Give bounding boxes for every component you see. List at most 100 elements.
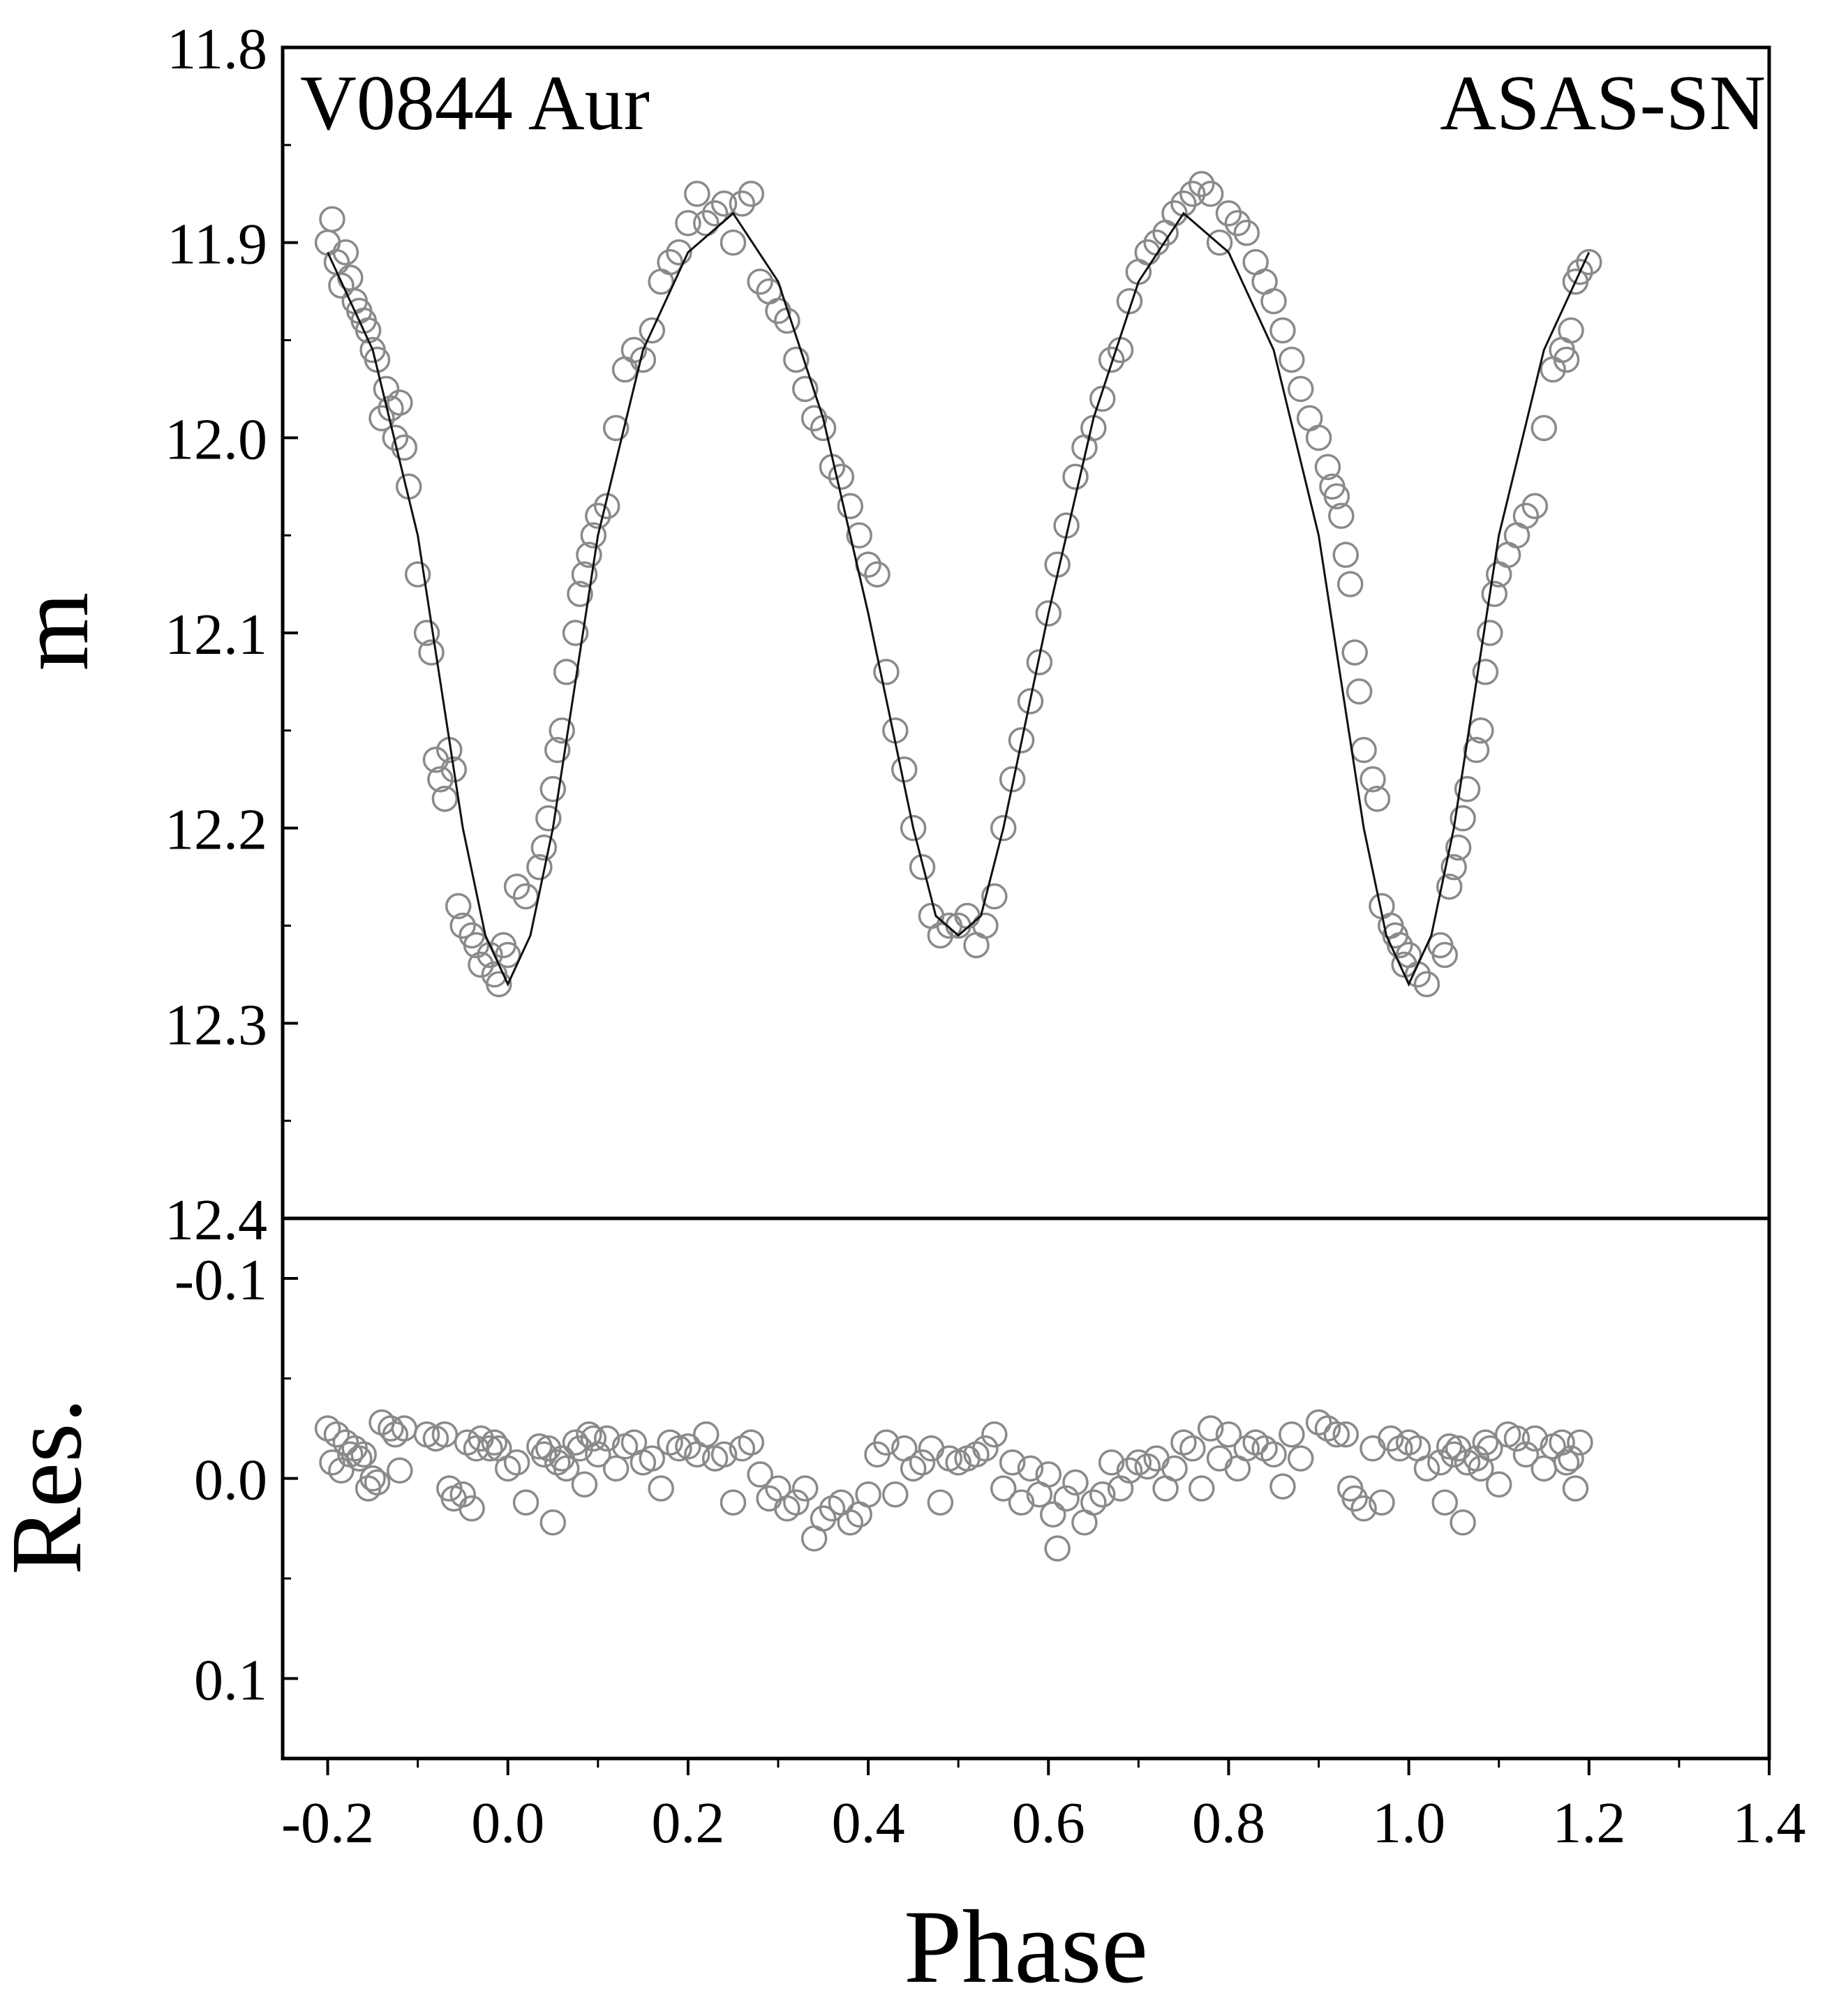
observation-point (530, 834, 558, 861)
observation-point (382, 424, 409, 451)
observation-point (544, 737, 571, 763)
residual-point (1062, 1469, 1089, 1496)
residual-point (648, 1475, 674, 1502)
observation-point (675, 209, 701, 237)
magnitude-axis-title: m (0, 592, 110, 671)
residual-point (720, 1489, 747, 1516)
observation-point (1170, 190, 1197, 217)
observation-point (972, 912, 999, 939)
observation-point (701, 200, 729, 227)
observation-point (873, 659, 900, 685)
residual-point (909, 1449, 936, 1476)
residual-point (1188, 1475, 1215, 1502)
observation-point (1287, 375, 1314, 403)
observation-point (427, 766, 454, 793)
observation-point (387, 389, 413, 416)
observation-point (999, 766, 1026, 793)
observation-point (445, 893, 472, 920)
observation-point (1233, 219, 1260, 246)
observation-point (1553, 346, 1580, 373)
residual-point (1477, 1435, 1503, 1462)
residual-point (1287, 1445, 1314, 1472)
observation-point (1328, 502, 1355, 529)
residual-point (449, 1481, 476, 1508)
magnitude-tick-label: 11.9 (167, 212, 267, 277)
observation-point (747, 268, 773, 295)
residuals-frame (281, 1216, 1771, 1761)
magnitude-axis-ticks: 11.8 11.9 12.0 12.1 12.2 12.3 12.4 (165, 17, 298, 1253)
observation-point (1558, 317, 1584, 344)
observation-point (800, 405, 828, 432)
residual-point (990, 1475, 1017, 1502)
residual-point (873, 1429, 900, 1456)
observation-point (553, 659, 580, 685)
observation-point (1454, 775, 1481, 802)
observation-point (639, 317, 666, 344)
residual-point (1567, 1429, 1593, 1456)
light-curve-panel: 11.8 11.9 12.0 12.1 12.2 12.3 12.4 V0844 Aur A… (0, 17, 1766, 1253)
observation-point (692, 209, 720, 237)
observation-point (580, 522, 607, 548)
residual-point (738, 1429, 765, 1456)
observation-point (864, 561, 891, 588)
observation-point (1346, 678, 1373, 705)
residual-point (1161, 1455, 1188, 1482)
residual-point (1044, 1535, 1071, 1562)
observation-point (1386, 932, 1413, 959)
residual-axis-title: Res. (0, 1398, 103, 1575)
observation-point (1179, 181, 1206, 207)
residual-point (1378, 1425, 1404, 1452)
observation-point (1098, 346, 1125, 373)
observation-point (1440, 853, 1467, 881)
residual-point (692, 1421, 720, 1448)
residuals-panel: -0.10.00.1 -0.2 0.0 0.2 0.4 0.6 0.8 1.0 1.2 1.4 … (0, 1248, 1806, 2005)
observation-point (440, 756, 468, 783)
residual-point (328, 1457, 355, 1484)
residual-point (571, 1471, 598, 1498)
residual-point (1215, 1421, 1242, 1448)
observation-point (1450, 805, 1476, 832)
residual-point (710, 1441, 738, 1468)
observation-point (684, 181, 710, 207)
residual-point (350, 1441, 377, 1468)
residual-point (810, 1505, 837, 1532)
residual-point (1369, 1489, 1395, 1516)
residual-point (1427, 1449, 1454, 1476)
observation-point (1521, 493, 1549, 519)
phase-tick-label: 0.2 (651, 1791, 724, 1856)
observation-point (562, 620, 589, 646)
magnitude-tick-label: 12.2 (165, 798, 267, 863)
residual-point (585, 1441, 611, 1468)
residual-point (580, 1425, 607, 1452)
residual-point (927, 1489, 954, 1516)
observation-point (765, 297, 791, 324)
residual-point (1134, 1453, 1161, 1480)
observation-point (729, 190, 756, 217)
observation-point (981, 883, 1008, 910)
magnitude-tick-label: 12.1 (165, 602, 267, 667)
residual-point (1413, 1455, 1440, 1482)
residual-point (1080, 1489, 1107, 1516)
residual-tick-label: -0.1 (174, 1248, 267, 1313)
observation-point (1188, 171, 1215, 197)
residual-point (855, 1481, 881, 1508)
observation-point (468, 951, 494, 978)
observation-point (657, 248, 683, 276)
residual-point (1035, 1461, 1062, 1488)
residual-point (1485, 1471, 1512, 1498)
observation-point (1215, 200, 1242, 227)
phase-tick-label: 0.6 (1012, 1791, 1085, 1856)
observation-point (1360, 766, 1386, 793)
observation-point (1436, 873, 1463, 900)
observation-point (494, 941, 521, 969)
observation-point (1445, 834, 1472, 861)
residual-point (477, 1435, 503, 1462)
phase-axis-ticks: -0.2 0.0 0.2 0.4 0.6 0.8 1.0 1.2 1.4 (281, 1759, 1806, 1856)
residual-point (593, 1425, 620, 1452)
model-light-curve (327, 211, 1591, 987)
observation-point (1305, 424, 1332, 451)
observation-point (1567, 258, 1593, 285)
observation-point (1062, 463, 1089, 491)
observation-point (1134, 239, 1161, 266)
